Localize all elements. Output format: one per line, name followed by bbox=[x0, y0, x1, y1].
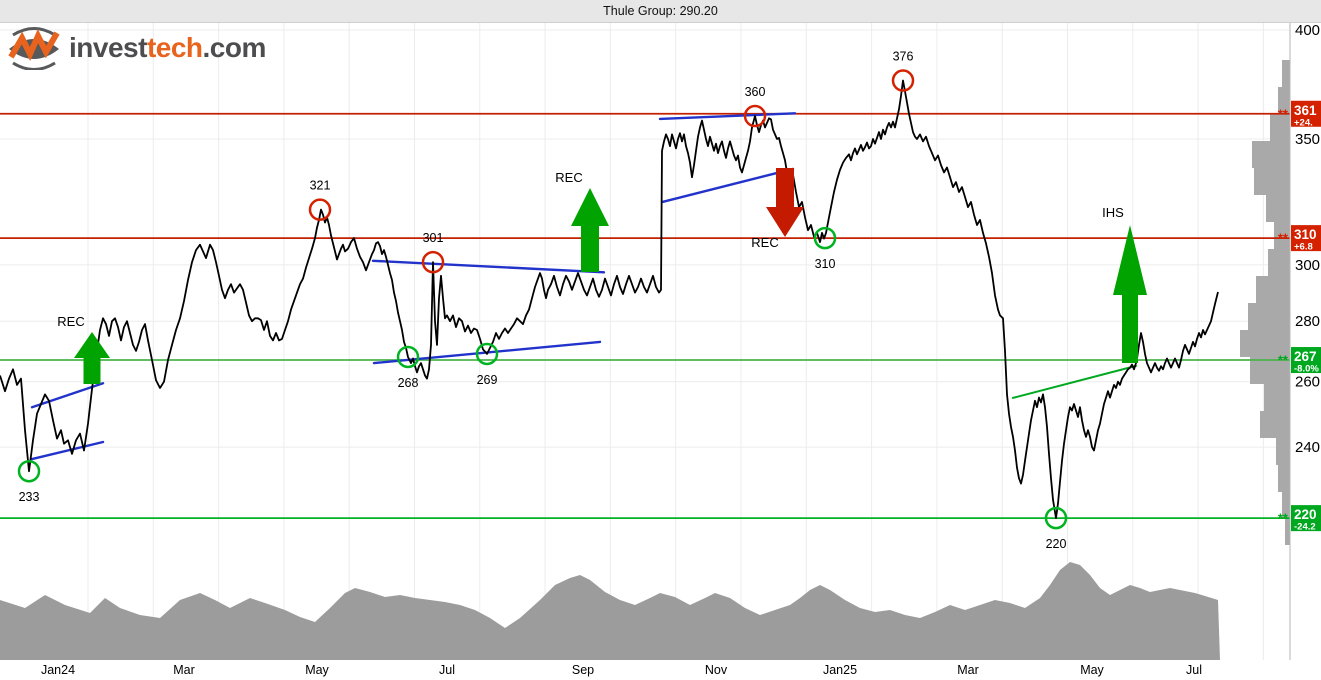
svg-text:**: ** bbox=[1278, 106, 1289, 121]
pattern-labels: REC REC REC IHS bbox=[57, 170, 1124, 329]
price-line bbox=[0, 79, 1219, 519]
svg-text:+24.: +24. bbox=[1294, 117, 1313, 128]
svg-text:REC: REC bbox=[555, 170, 582, 185]
svg-text:Jan25: Jan25 bbox=[823, 663, 857, 677]
chart-title: Thule Group: 290.20 bbox=[603, 4, 718, 18]
svg-text:280: 280 bbox=[1295, 313, 1320, 330]
svg-text:Jan24: Jan24 bbox=[41, 663, 75, 677]
level-badges: ** 361+24. ** 310+6.8 ** 267-8.0% ** 220-24.2 bbox=[1278, 100, 1321, 533]
svg-text:**: ** bbox=[1278, 231, 1289, 246]
svg-text:268: 268 bbox=[398, 376, 419, 390]
investtech-logo: invest tech .com bbox=[6, 26, 266, 70]
gridlines bbox=[0, 22, 1290, 660]
svg-text:233: 233 bbox=[19, 490, 40, 504]
svg-text:+6.8: +6.8 bbox=[1294, 242, 1313, 253]
investtech-logo-icon bbox=[8, 27, 60, 70]
svg-text:REC: REC bbox=[57, 314, 84, 329]
svg-text:Nov: Nov bbox=[705, 663, 728, 677]
svg-text:Jul: Jul bbox=[1186, 663, 1202, 677]
trendlines bbox=[30, 112, 1137, 461]
svg-text:310: 310 bbox=[1294, 227, 1317, 242]
svg-text:260: 260 bbox=[1295, 374, 1320, 391]
svg-text:350: 350 bbox=[1295, 131, 1320, 148]
signal-arrows bbox=[74, 168, 1147, 384]
x-axis: Jan24 Mar May Jul Sep Nov Jan25 Mar May Jul bbox=[41, 663, 1202, 677]
svg-text:269: 269 bbox=[477, 373, 498, 387]
pivot-labels: 233 321 301 268 269 360 310 376 220 bbox=[19, 50, 1067, 552]
volume-by-price-histogram bbox=[1240, 60, 1290, 545]
svg-text:220: 220 bbox=[1046, 537, 1067, 551]
svg-text:Mar: Mar bbox=[173, 663, 195, 677]
svg-text:301: 301 bbox=[423, 231, 444, 245]
logo-text-com: .com bbox=[202, 32, 267, 63]
svg-text:267: 267 bbox=[1294, 349, 1317, 364]
svg-text:Mar: Mar bbox=[957, 663, 979, 677]
svg-text:IHS: IHS bbox=[1102, 205, 1124, 220]
svg-text:321: 321 bbox=[310, 179, 331, 193]
pivot-markers bbox=[17, 69, 1068, 530]
support-resistance-lines bbox=[0, 112, 1290, 520]
volume-area bbox=[0, 562, 1220, 660]
svg-text:361: 361 bbox=[1294, 103, 1317, 118]
svg-text:-24.2: -24.2 bbox=[1294, 522, 1316, 533]
svg-text:May: May bbox=[305, 663, 329, 677]
svg-text:Jul: Jul bbox=[439, 663, 455, 677]
svg-text:376: 376 bbox=[893, 50, 914, 64]
svg-text:310: 310 bbox=[815, 257, 836, 271]
svg-text:Sep: Sep bbox=[572, 663, 594, 677]
svg-text:**: ** bbox=[1278, 353, 1289, 368]
svg-text:REC: REC bbox=[751, 235, 778, 250]
svg-text:220: 220 bbox=[1294, 507, 1317, 522]
svg-text:240: 240 bbox=[1295, 439, 1320, 456]
svg-text:-8.0%: -8.0% bbox=[1294, 364, 1319, 375]
svg-text:300: 300 bbox=[1295, 257, 1320, 274]
svg-text:400: 400 bbox=[1295, 22, 1320, 39]
logo-text-invest: invest bbox=[69, 32, 147, 63]
svg-text:May: May bbox=[1080, 663, 1104, 677]
svg-text:**: ** bbox=[1278, 511, 1289, 526]
svg-text:360: 360 bbox=[745, 85, 766, 99]
y-axis: 400 350 300 280 260 240 bbox=[1289, 22, 1320, 660]
logo-text-tech: tech bbox=[146, 32, 203, 63]
title-bar: Thule Group: 290.20 bbox=[0, 0, 1321, 23]
